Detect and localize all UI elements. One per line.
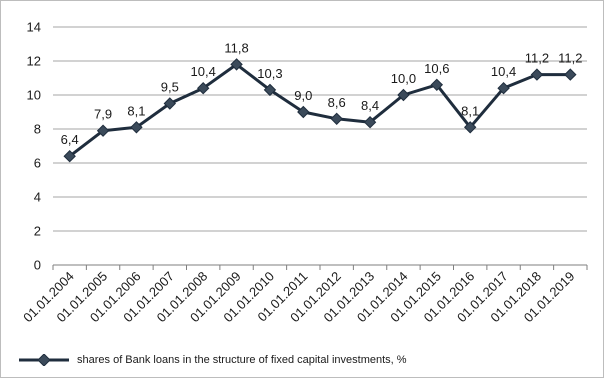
y-tick-label: 10 bbox=[27, 88, 41, 103]
data-labels: 6,4 7,9 8,1 9,5 10,4 11,8 10,3 9,0 8,6 8,4 10,0 10,… bbox=[61, 40, 583, 147]
data-point-marker bbox=[497, 81, 510, 95]
data-point-marker bbox=[564, 68, 577, 81]
y-tick-label: 12 bbox=[27, 54, 41, 69]
gridlines bbox=[53, 26, 587, 232]
data-label: 9,5 bbox=[161, 80, 179, 95]
data-label: 10,3 bbox=[257, 66, 282, 81]
data-label: 10,0 bbox=[391, 71, 416, 86]
data-point-marker bbox=[530, 68, 544, 81]
y-tick-labels: 0 2 4 6 8 10 12 14 bbox=[27, 20, 41, 273]
x-tick-labels: 01.01.200401.01.200501.01.200601.01.2007… bbox=[20, 269, 577, 326]
data-point-marker bbox=[163, 97, 177, 110]
y-tick-label: 8 bbox=[34, 122, 41, 137]
data-label: 11,2 bbox=[525, 51, 549, 66]
series-line bbox=[68, 62, 571, 158]
data-label: 8,6 bbox=[328, 95, 346, 110]
data-label: 8,1 bbox=[127, 103, 145, 118]
data-label: 10,6 bbox=[424, 61, 449, 76]
data-label: 11,2 bbox=[558, 51, 582, 66]
y-tick-label: 4 bbox=[34, 190, 41, 205]
data-point-marker bbox=[63, 149, 76, 163]
data-point-marker bbox=[96, 124, 110, 137]
data-point-marker bbox=[297, 105, 310, 119]
legend: shares of Bank loans in the structure of… bbox=[19, 351, 407, 369]
data-label: 11,8 bbox=[224, 40, 248, 55]
data-point-marker bbox=[397, 88, 410, 102]
y-tick-label: 6 bbox=[34, 156, 41, 171]
data-label: 6,4 bbox=[61, 132, 79, 147]
y-tick-label: 14 bbox=[27, 20, 41, 35]
data-label: 8,1 bbox=[461, 103, 479, 118]
data-label: 10,4 bbox=[191, 64, 216, 79]
data-label: 7,9 bbox=[94, 107, 112, 122]
legend-line-marker-icon bbox=[19, 354, 69, 366]
data-series bbox=[63, 58, 577, 163]
data-point-marker bbox=[263, 83, 277, 97]
data-point-marker bbox=[130, 121, 143, 134]
data-label: 10,4 bbox=[491, 64, 516, 79]
data-label: 8,4 bbox=[361, 98, 379, 113]
data-point-marker bbox=[430, 78, 444, 92]
data-point-marker bbox=[196, 81, 210, 95]
y-tick-label: 0 bbox=[34, 258, 41, 273]
legend-label: shares of Bank loans in the structure of… bbox=[77, 354, 407, 366]
data-label: 9,0 bbox=[294, 88, 312, 103]
data-point-marker bbox=[363, 115, 377, 129]
data-point-marker bbox=[463, 121, 477, 134]
data-point-marker bbox=[330, 112, 343, 126]
axes bbox=[52, 264, 588, 270]
y-tick-label: 2 bbox=[34, 224, 41, 239]
data-point-marker bbox=[230, 58, 243, 71]
